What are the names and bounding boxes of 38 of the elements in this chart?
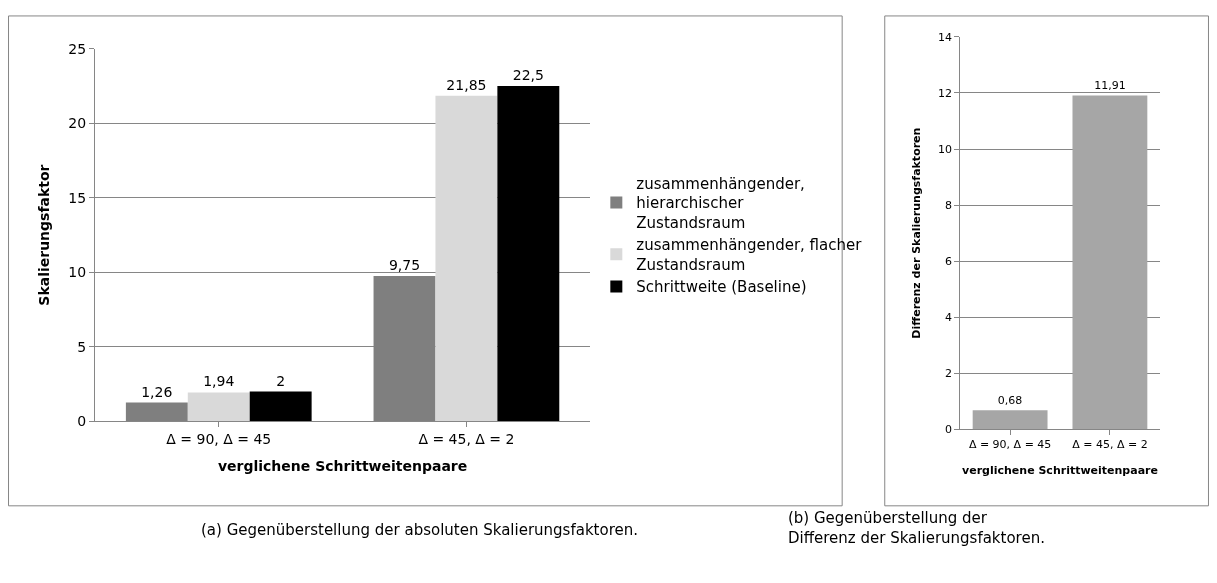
x-axis-title: verglichene Schrittweitenpaare [217, 458, 468, 475]
legend-label: zusammenhängender, flacher Zustandsraum [636, 236, 863, 274]
x-tick-label: Δ = 90, Δ = 45 [968, 438, 1052, 452]
y-tick-label: 10 [938, 142, 953, 156]
y-tick-label: 0 [77, 413, 87, 430]
data-label: 22,5 [512, 67, 544, 84]
x-axis-title: verglichene Schrittweitenpaare [962, 463, 1158, 477]
y-axis-title: Skalierungsfaktor [35, 164, 52, 306]
legend-label: Schrittweite (Baseline) [636, 278, 807, 297]
y-tick-label: 6 [945, 254, 953, 268]
bar [249, 391, 312, 422]
y-tick-label: 4 [945, 311, 953, 325]
y-tick-label: 5 [77, 338, 87, 355]
x-tick-label: Δ = 45, Δ = 2 [1072, 438, 1148, 452]
data-label: 21,85 [446, 76, 487, 93]
bar [187, 392, 250, 422]
bar [497, 86, 560, 422]
y-tick-label: 20 [68, 115, 87, 132]
data-label: 2 [276, 372, 286, 389]
y-tick-label: 0 [945, 423, 953, 437]
data-label: 0,68 [997, 394, 1023, 408]
y-tick-label: 2 [945, 367, 953, 381]
y-tick-label: 25 [68, 40, 87, 57]
y-tick-label: 8 [945, 198, 953, 212]
x-tick-label: Δ = 90, Δ = 45 [166, 431, 272, 448]
y-tick-label: 12 [938, 86, 953, 100]
data-label: 11,91 [1094, 79, 1126, 93]
text: (b) Gegenüberstellung der Differenz der Skalierungsfaktoren. [788, 509, 1045, 547]
data-label: 9,75 [388, 257, 421, 274]
data-label: 1,26 [141, 383, 173, 400]
y-tick-label: 10 [68, 264, 87, 281]
x-tick-label: Δ = 45, Δ = 2 [418, 431, 515, 448]
data-label: 1,94 [203, 373, 235, 390]
y-axis-title: Differenz der Skalierungsfaktoren [909, 127, 923, 339]
bar [435, 95, 498, 422]
y-tick-label: 15 [68, 189, 87, 206]
y-tick-label: 14 [938, 30, 953, 44]
text: (a) Gegenüberstellung der absoluten Skalierungsfaktoren. [201, 521, 638, 539]
